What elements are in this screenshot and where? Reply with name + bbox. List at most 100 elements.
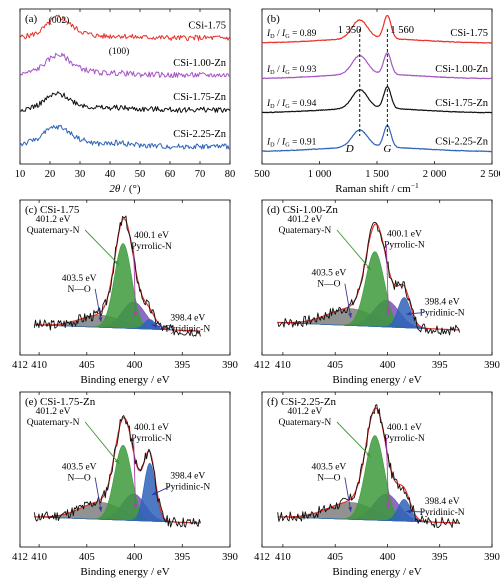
label-arrow: [94, 288, 102, 322]
label-arrow: [84, 229, 120, 266]
x-tick-label: 40: [105, 169, 116, 180]
series-line-3: [19, 124, 231, 150]
ratio-part: /: [275, 65, 282, 75]
fit-envelope-line: [277, 407, 460, 524]
x-tick-label: 395: [432, 360, 448, 371]
component-name-label: Pyridinic-N: [165, 483, 210, 493]
component-name-label: Quaternary-N: [279, 226, 332, 236]
ratio-part: = 0.89: [290, 29, 317, 39]
x-tick-label: 412: [12, 360, 28, 371]
legend-label: CSi-1.75: [188, 21, 226, 32]
ratio-part: /: [275, 138, 282, 148]
plot-frame: [19, 391, 231, 548]
legend-label: CSi-1.75-Zn: [435, 98, 489, 109]
series-line-0: [261, 15, 493, 44]
legend-label: CSi-1.75-Zn: [173, 92, 227, 103]
ratio-part: G: [285, 34, 290, 40]
x-tick-label: 395: [174, 552, 190, 563]
x-axis-label: Binding energy / eV: [80, 374, 169, 386]
ratio-part: D: [270, 143, 275, 149]
ratio-part: I: [281, 65, 286, 75]
label-arrowhead: [406, 311, 411, 316]
x-tick-label: 390: [484, 360, 500, 371]
label-arrowhead: [151, 323, 157, 328]
component-energy-label: 398.4 eV: [170, 313, 205, 323]
chart-panel: 10 20 30 40 50 60 70 80 CSi-1.75 CSi-1.00-Zn CSi-1…: [15, 8, 235, 195]
ratio-part: D: [270, 104, 275, 110]
x-axis-label-part: / (°): [120, 183, 141, 195]
series-line-1: [19, 52, 231, 78]
x-tick-label: 70: [195, 169, 206, 180]
component-name-label: Pyridinic-N: [165, 324, 210, 334]
x-axis-label-sup: −1: [411, 181, 419, 190]
label-arrow: [133, 437, 137, 509]
component-name-label: N—O: [317, 473, 340, 483]
band-name-label: G: [383, 143, 391, 155]
peak-annotation: (100): [109, 46, 130, 57]
label-arrowhead: [133, 311, 138, 317]
ratio-part: I: [266, 65, 271, 75]
component-energy-label: 401.2 eV: [36, 407, 71, 417]
ratio-part: I: [281, 99, 286, 109]
component-energy-label: 403.5 eV: [311, 269, 346, 279]
panel-label: (f) CSi-2.25-Zn: [267, 396, 337, 408]
x-tick-label: 405: [79, 360, 95, 371]
component-name-label: N—O: [317, 280, 340, 290]
component-energy-label: 400.1 eV: [387, 229, 422, 239]
x-tick-label: 20: [45, 169, 56, 180]
label-arrowhead: [366, 265, 371, 271]
x-axis-label: Binding energy / eV: [332, 566, 421, 578]
label-arrowhead: [98, 506, 103, 512]
plot-frame: [261, 391, 493, 548]
label-arrow: [344, 283, 352, 318]
ratio-label: ID / IG = 0.91: [266, 138, 317, 149]
label-arrow: [133, 245, 137, 317]
series-line-1: [261, 52, 493, 80]
ratio-part: I: [266, 99, 271, 109]
ratio-part: G: [285, 104, 290, 110]
label-arrowhead: [114, 260, 120, 265]
label-arrow: [385, 437, 389, 509]
component-energy-label: 401.2 eV: [287, 215, 322, 225]
band-name-label: D: [345, 143, 354, 155]
x-tick-label: 50: [135, 169, 146, 180]
panel-label: (e) CSi-1.75-Zn: [25, 396, 96, 408]
x-axis-label: 2θ / (°): [109, 183, 141, 195]
x-axis-label: Binding energy / eV: [80, 566, 169, 578]
component-name-label: Quaternary-N: [27, 418, 80, 428]
series-line-0: [19, 14, 231, 42]
x-axis-label: Binding energy / eV: [332, 374, 421, 386]
ratio-part: I: [281, 29, 286, 39]
plot-frame: [19, 8, 231, 165]
band-position-label: 1 350: [338, 25, 362, 36]
ratio-part: = 0.94: [290, 99, 317, 109]
label-arrow: [336, 421, 372, 458]
ratio-part: I: [266, 29, 271, 39]
x-tick-label: 400: [380, 360, 396, 371]
label-arrow: [94, 477, 102, 512]
x-tick-label: 400: [127, 360, 143, 371]
x-tick-label: 410: [31, 360, 47, 371]
series-line-3: [261, 124, 493, 153]
label-arrowhead: [386, 310, 391, 316]
label-arrowhead: [133, 503, 138, 509]
x-tick-label: 405: [327, 360, 343, 371]
plot-frame: [261, 199, 493, 356]
x-tick-label: 412: [254, 360, 270, 371]
series-line-2: [261, 86, 493, 114]
ratio-label: ID / IG = 0.93: [266, 65, 317, 76]
component-peak: [277, 297, 460, 331]
x-tick-label: 390: [222, 360, 238, 371]
legend-label: CSi-2.25-Zn: [173, 129, 227, 140]
component-energy-label: 401.2 eV: [36, 215, 71, 225]
label-arrow: [385, 244, 389, 316]
x-tick-label: 10: [15, 169, 26, 180]
component-energy-label: 403.5 eV: [62, 462, 97, 472]
label-arrow: [84, 421, 120, 464]
ratio-part: = 0.91: [290, 138, 317, 148]
ratio-part: D: [270, 70, 275, 76]
x-tick-label: 410: [275, 552, 291, 563]
component-name-label: Pyridinic-N: [420, 309, 465, 319]
